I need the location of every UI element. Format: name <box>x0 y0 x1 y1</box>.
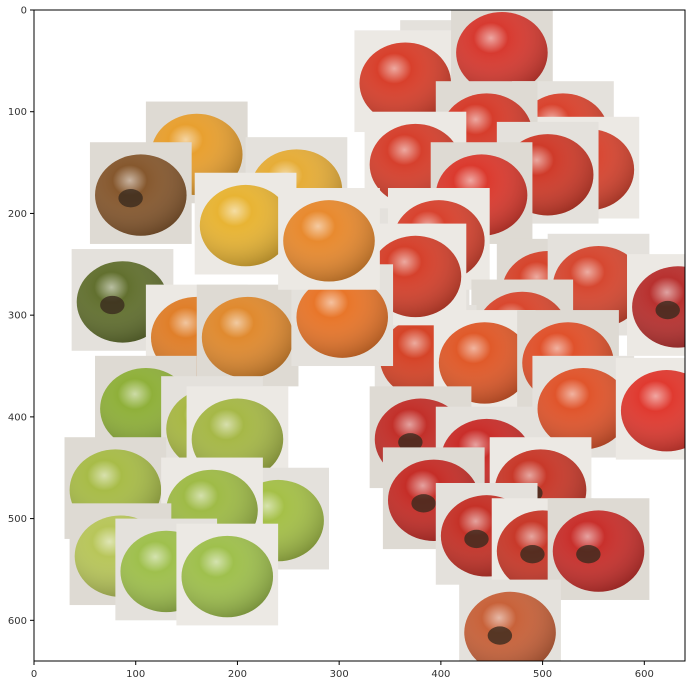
x-tick-label: 100 <box>126 669 145 680</box>
blight-spot <box>118 189 143 208</box>
tomato-shading <box>620 370 685 452</box>
y-tick-label: 600 <box>8 616 27 627</box>
y-tick-label: 300 <box>8 311 27 322</box>
tomato-shading <box>181 535 274 618</box>
tomato-shading <box>464 591 556 661</box>
blight-spot <box>398 433 423 452</box>
blight-spot <box>487 626 513 645</box>
y-tick-label: 200 <box>8 209 27 220</box>
x-tick-label: 400 <box>431 669 450 680</box>
y-tick-label: 500 <box>8 514 27 525</box>
y-tick-label: 400 <box>8 412 27 423</box>
blight-spot <box>464 529 489 549</box>
y-tick-label: 0 <box>21 6 27 17</box>
tomato-shading <box>283 200 375 282</box>
tomato-shading <box>199 184 292 267</box>
blight-spot <box>411 494 436 513</box>
y-axis: 0 100 200 300 400 500 600 <box>8 6 34 627</box>
x-tick-label: 600 <box>635 669 654 680</box>
blight-spot <box>576 545 601 564</box>
blighted-orange-tomato-tile <box>459 579 561 661</box>
tile-layer <box>64 10 685 661</box>
rotten-brown-tomato-tile <box>89 142 192 244</box>
tomato-shading <box>438 322 531 404</box>
x-tick-label: 300 <box>330 669 349 680</box>
blighted-red-tomato-tile <box>547 498 650 600</box>
cracked-red-tomato-tile <box>627 254 685 356</box>
orange-tomato-tile <box>196 284 299 387</box>
tomato-shading <box>537 368 630 450</box>
tomato-shading <box>552 245 645 328</box>
blight-spot <box>100 295 125 315</box>
blight-spot <box>520 545 545 564</box>
y-tick-label: 100 <box>8 107 27 118</box>
tomato-shading <box>296 276 388 358</box>
green-tomato-tile <box>176 523 279 626</box>
x-tick-label: 500 <box>533 669 552 680</box>
x-tick-label: 0 <box>31 669 37 680</box>
red-tomato-tile <box>615 357 685 460</box>
tomato-shading <box>359 42 452 124</box>
blight-spot <box>655 300 680 320</box>
tomato-shading <box>456 12 548 94</box>
orange-tomato-tile <box>278 188 380 290</box>
tomato-shading <box>201 296 294 379</box>
x-axis: 0 100 200 300 400 500 600 <box>31 661 654 680</box>
plot-frame <box>33 9 686 662</box>
x-tick-label: 200 <box>228 669 247 680</box>
